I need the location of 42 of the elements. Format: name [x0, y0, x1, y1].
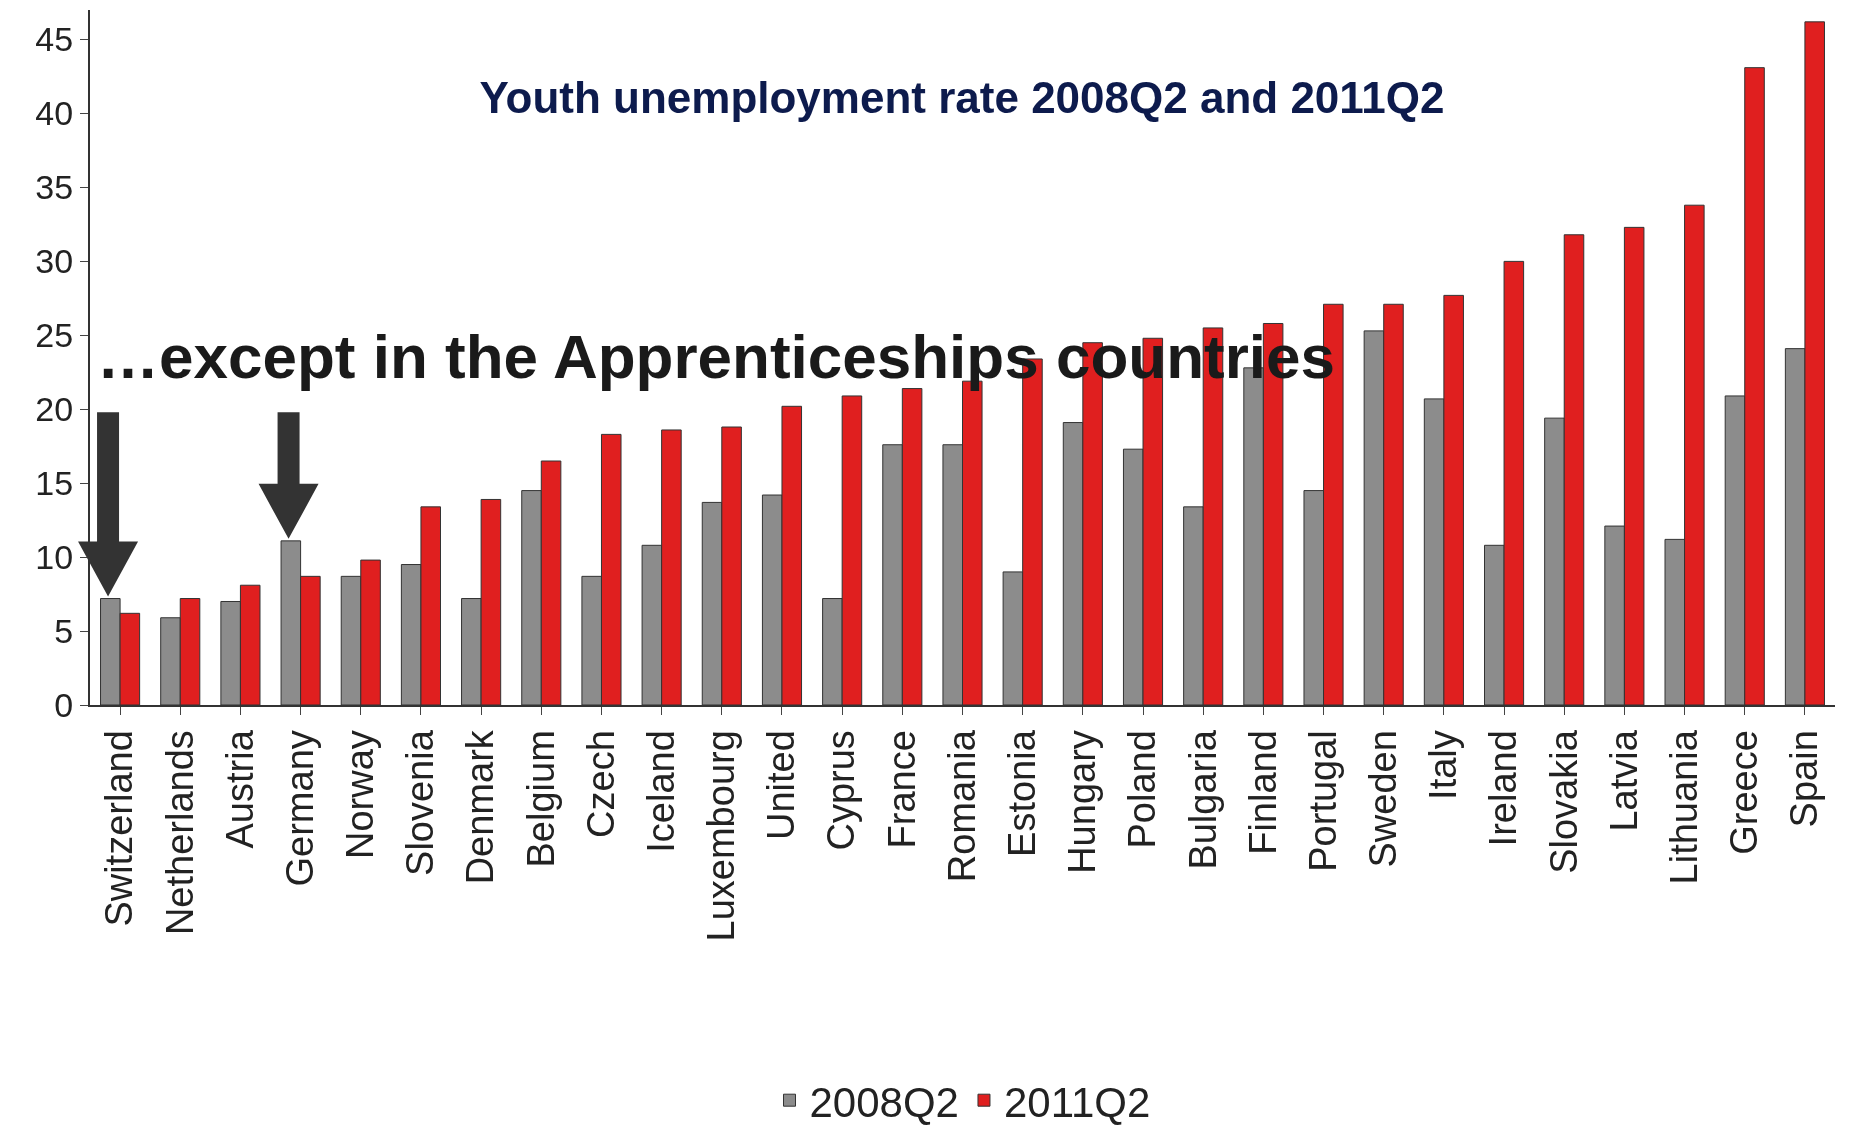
legend-label: 2008Q2: [809, 1078, 959, 1126]
x-tick-label: Poland: [1121, 730, 1164, 849]
x-tick-label: Estonia: [1001, 729, 1044, 857]
x-tick-label: Italy: [1422, 730, 1465, 800]
x-tick-label: Lithuania: [1662, 729, 1705, 885]
x-tick-label: Cyprus: [820, 730, 863, 851]
x-tick-label: Norway: [339, 730, 382, 860]
y-tick-label: 45: [35, 20, 74, 59]
x-tick-label: Bulgaria: [1181, 729, 1224, 870]
x-tick-label: Romania: [940, 729, 983, 883]
x-tick-label: Germany: [278, 730, 321, 887]
legend-label: 2011Q2: [1003, 1078, 1151, 1126]
y-tick-label: 30: [35, 242, 74, 281]
x-tick-label: Slovakia: [1542, 729, 1585, 874]
x-tick-label: Sweden: [1362, 730, 1405, 868]
y-tick-label: 5: [54, 611, 74, 650]
y-tick-label: 0: [54, 685, 74, 724]
x-tick-label: France: [880, 730, 923, 849]
x-tick-label: Switzerland: [98, 730, 141, 927]
x-tick-label: Hungary: [1061, 730, 1104, 874]
y-tick-label: 35: [35, 168, 74, 207]
x-tick-label: Belgium: [519, 730, 562, 868]
y-tick-label: 40: [35, 94, 74, 133]
y-tick-label: 20: [35, 390, 74, 429]
x-tick-label: United: [760, 730, 803, 841]
x-tick-label: Czech: [579, 730, 622, 838]
y-tick-label: 25: [35, 316, 74, 355]
x-tick-label: Iceland: [639, 730, 682, 853]
x-tick-label: Finland: [1241, 730, 1284, 855]
y-tick-label: 10: [35, 538, 74, 577]
x-tick-label: Ireland: [1482, 730, 1525, 847]
x-tick-label: Spain: [1783, 730, 1826, 828]
y-tick-label: 15: [35, 464, 74, 503]
x-tick-label: Denmark: [459, 729, 502, 885]
x-tick-label: Slovenia: [399, 729, 442, 876]
x-tick-label: Austria: [218, 729, 261, 849]
x-tick-label: Portugal: [1301, 730, 1344, 872]
x-tick-label: Latvia: [1602, 729, 1645, 832]
text: Youth unemployment rate 2008Q2 and 2011Q2: [479, 72, 1445, 122]
x-tick-label: Luxembourg: [700, 730, 743, 942]
x-tick-label: Greece: [1723, 730, 1766, 855]
x-tick-label: Netherlands: [158, 730, 201, 936]
